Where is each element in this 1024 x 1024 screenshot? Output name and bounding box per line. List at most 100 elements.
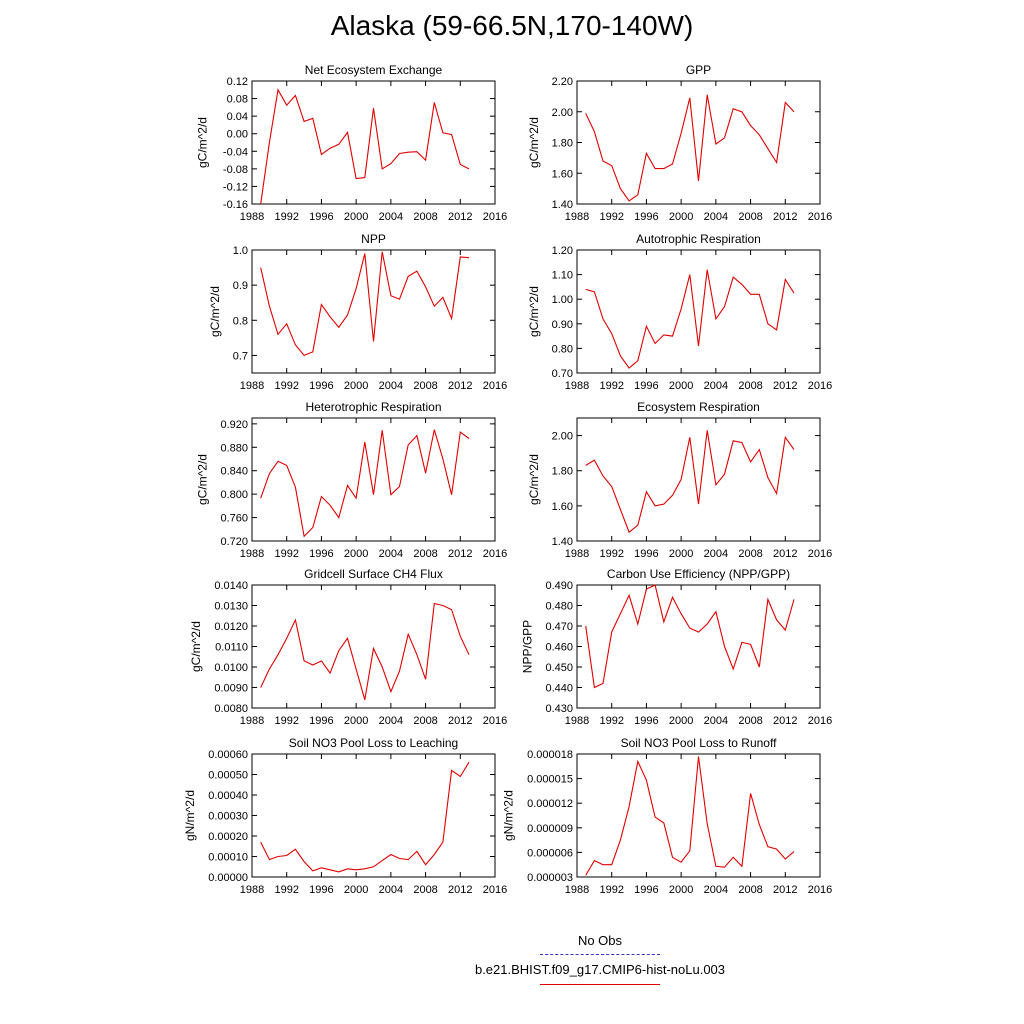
chart-panel-7: Gridcell Surface CH4 Flux 1988 1992 1996 200… (189, 567, 507, 727)
x-tick-label: 1992 (274, 884, 298, 896)
x-tick-label: 2004 (704, 380, 728, 392)
x-tick-label: 2008 (413, 380, 437, 392)
x-tick-label: 2008 (738, 380, 762, 392)
y-tick-label: 0.08 (227, 94, 248, 106)
x-tick-label: 2012 (448, 211, 472, 223)
x-tick-label: 1988 (565, 211, 589, 223)
x-tick-label: 2008 (413, 715, 437, 727)
x-tick-label: 1988 (240, 884, 264, 896)
plot-frame (251, 80, 496, 205)
plot-frame (576, 80, 821, 205)
chart-panel-2: GPP 1988 1992 1996 2000 2004 2008 2012 2016 1.40 1… (527, 63, 832, 223)
legend-model-label: b.e21.BHIST.f09_g17.CMIP6-hist-noLu.003 (474, 962, 726, 977)
y-tick-label: 0.04 (227, 111, 248, 123)
y-tick-label: -0.04 (223, 146, 248, 158)
x-tick-label: 1992 (274, 211, 298, 223)
y-tick-label: 0.00040 (208, 790, 248, 802)
x-tick-label: 1988 (240, 548, 264, 560)
y-tick-label: 0.00 (227, 129, 248, 141)
x-tick-label: 2012 (448, 548, 472, 560)
y-tick-label: 0.880 (220, 442, 248, 454)
x-tick-label: 2004 (704, 715, 728, 727)
chart-panel-3: NPP 1988 1992 1996 2000 2004 2008 2012 2016 0.7 0.… (208, 232, 507, 392)
y-tick-label: 0.9 (233, 280, 248, 292)
y-tick-label: 0.8 (233, 315, 248, 327)
x-tick-label: 1992 (599, 715, 623, 727)
x-tick-label: 2008 (413, 884, 437, 896)
y-tick-label: 0.000003 (527, 872, 573, 884)
y-axis-label: gC/m^2/d (196, 454, 210, 505)
y-tick-label: -0.16 (223, 199, 248, 211)
y-tick-label: 0.000009 (527, 823, 573, 835)
x-tick-label: 2012 (773, 548, 797, 560)
panel-title: Carbon Use Efficiency (NPP/GPP) (607, 567, 790, 581)
y-tick-label: 0.00020 (208, 831, 248, 843)
chart-panel-9: Soil NO3 Pool Loss to Leaching 1988 1992 19… (183, 736, 507, 896)
y-tick-label: 1.10 (552, 270, 573, 282)
chart-panel-5: Heterotrophic Respiration 1988 1992 1996 200… (196, 400, 508, 560)
y-tick-label: 0.0100 (214, 662, 248, 674)
y-tick-label: 0.0080 (214, 703, 248, 715)
plot-frame (576, 584, 821, 709)
y-tick-label: 0.470 (545, 621, 573, 633)
y-tick-label: 0.800 (220, 489, 248, 501)
y-tick-label: 0.00000 (208, 872, 248, 884)
panel-title: Autotrophic Respiration (636, 232, 761, 246)
y-tick-label: 0.00010 (208, 852, 248, 864)
y-tick-label: 1.40 (552, 536, 573, 548)
legend-obs-line (540, 954, 660, 955)
y-tick-label: 2.20 (552, 76, 573, 88)
chart-panel-10: Soil NO3 Pool Loss to Runoff 1988 1992 1996… (502, 736, 833, 896)
series-line (260, 761, 470, 873)
x-tick-label: 1996 (634, 884, 658, 896)
y-tick-label: 0.760 (220, 513, 248, 525)
y-tick-label: 0.00030 (208, 811, 248, 823)
x-tick-label: 1988 (240, 380, 264, 392)
x-tick-label: 2012 (448, 380, 472, 392)
x-tick-label: 2008 (738, 884, 762, 896)
y-tick-label: 0.00060 (208, 749, 248, 761)
y-tick-label: 0.000012 (527, 798, 573, 810)
panel-title: GPP (686, 63, 711, 77)
x-tick-label: 2004 (704, 548, 728, 560)
plot-frame (576, 753, 821, 878)
y-axis-label: NPP/GPP (521, 620, 535, 673)
x-tick-label: 2000 (344, 884, 368, 896)
y-tick-label: 1.80 (552, 138, 573, 150)
x-tick-label: 2004 (704, 211, 728, 223)
y-tick-label: 0.000015 (527, 774, 573, 786)
x-tick-label: 2004 (379, 380, 403, 392)
x-tick-label: 1996 (309, 548, 333, 560)
plot-frame (251, 753, 496, 878)
x-tick-label: 2016 (483, 380, 507, 392)
y-tick-label: 0.80 (552, 343, 573, 355)
y-tick-label: 0.0140 (214, 580, 248, 592)
y-tick-label: 0.450 (545, 662, 573, 674)
x-tick-label: 1996 (634, 380, 658, 392)
y-tick-label: -0.12 (223, 181, 248, 193)
y-tick-label: 0.840 (220, 466, 248, 478)
y-axis-label: gC/m^2/d (208, 286, 222, 337)
y-axis-label: gC/m^2/d (527, 117, 541, 168)
x-tick-label: 1992 (599, 211, 623, 223)
x-tick-label: 2008 (413, 548, 437, 560)
series-line (585, 756, 795, 876)
x-tick-label: 2012 (448, 715, 472, 727)
x-tick-label: 1988 (240, 715, 264, 727)
y-tick-label: 0.920 (220, 419, 248, 431)
x-tick-label: 2000 (669, 211, 693, 223)
x-tick-label: 2000 (344, 380, 368, 392)
x-tick-label: 2004 (379, 211, 403, 223)
chart-panel-6: Ecosystem Respiration 1988 1992 1996 2000 200… (527, 400, 832, 560)
x-tick-label: 2016 (808, 548, 832, 560)
y-tick-label: 0.70 (552, 368, 573, 380)
x-tick-label: 2000 (344, 211, 368, 223)
chart-panel-8: Carbon Use Efficiency (NPP/GPP) 1988 1992 1… (521, 567, 833, 727)
plot-frame (576, 249, 821, 374)
legend-model-line (540, 984, 660, 985)
y-tick-label: 2.00 (552, 431, 573, 443)
x-tick-label: 2012 (773, 884, 797, 896)
y-axis-label: gN/m^2/d (502, 790, 516, 841)
chart-panel-4: Autotrophic Respiration 1988 1992 1996 2000 2… (527, 232, 832, 392)
